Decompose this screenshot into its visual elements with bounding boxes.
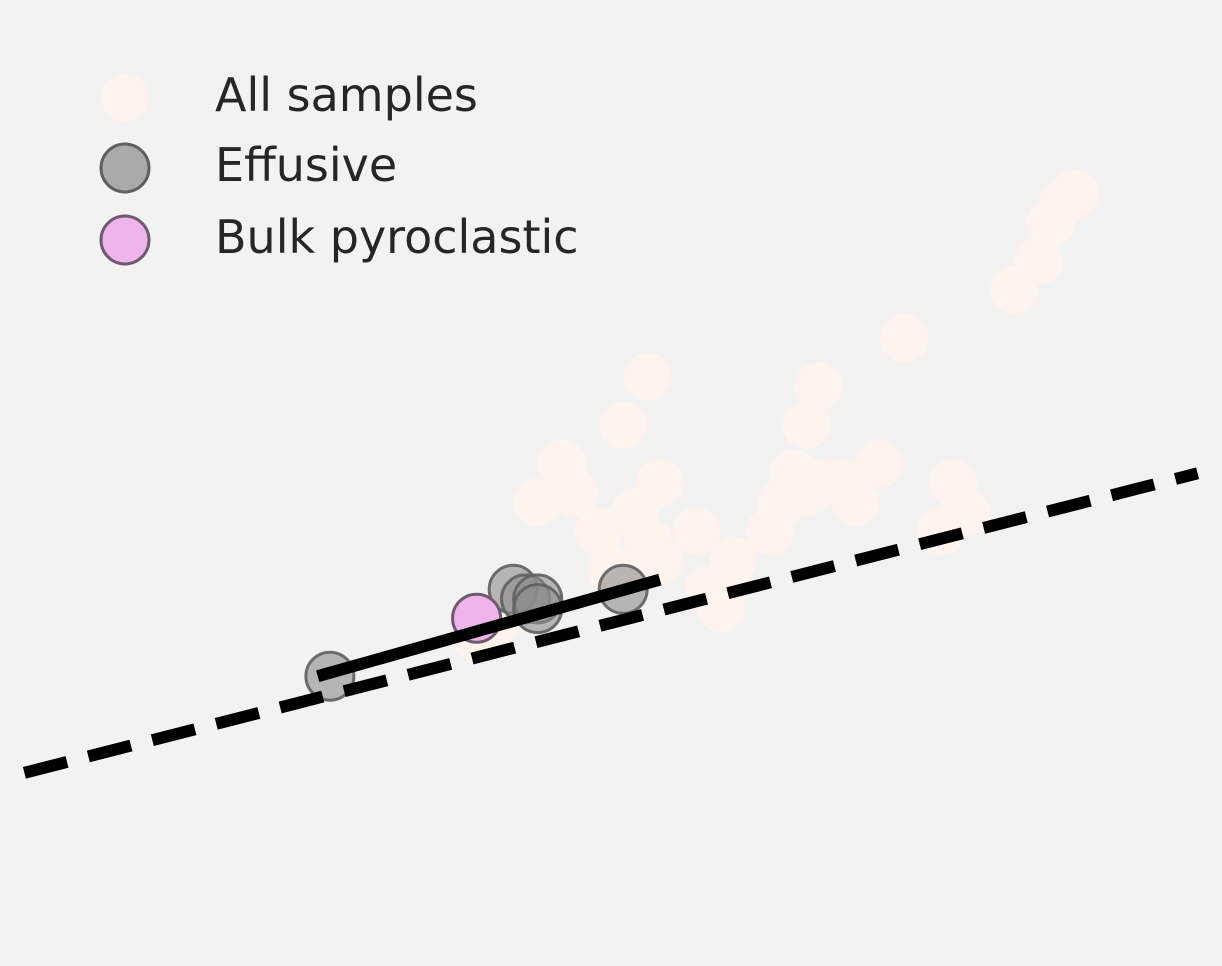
point-all-samples-11 [623,352,672,401]
fit-solid-line [316,573,662,682]
legend-entry-all-samples: All samples [101,68,478,122]
point-all-samples-23 [782,401,831,449]
point-all-samples-5 [635,459,684,507]
point-all-samples-1 [550,468,599,517]
point-all-samples-15 [709,536,758,585]
legend-marker-all-samples [101,74,149,122]
point-all-samples-24 [794,362,843,411]
legend-label-bulk-pyroclastic: Bulk pyroclastic [215,210,579,264]
fit-lines-layer [22,467,1200,779]
legend-label-effusive: Effusive [215,138,397,192]
legend-entry-bulk-pyroclastic: Bulk pyroclastic [99,210,579,266]
point-all-samples-22 [831,478,880,527]
legend: All samples Effusive Bulk pyroclastic [99,68,579,266]
legend-label-all-samples: All samples [215,68,478,122]
point-all-samples-9 [635,536,684,585]
legend-entry-effusive: Effusive [99,138,397,194]
point-all-samples-29 [941,488,990,536]
point-all-samples-10 [599,401,648,449]
point-all-samples-25 [855,439,904,488]
point-all-samples-34 [1051,169,1100,218]
point-all-samples-31 [1014,236,1063,285]
point-all-samples-26 [880,314,929,363]
point-all-samples-3 [574,507,623,556]
point-all-samples-12 [672,507,721,556]
legend-marker-bulk-pyroclastic [99,214,151,266]
legend-marker-effusive [99,142,151,194]
fit-dashed-line [22,467,1200,779]
point-all-samples-2 [513,478,562,527]
